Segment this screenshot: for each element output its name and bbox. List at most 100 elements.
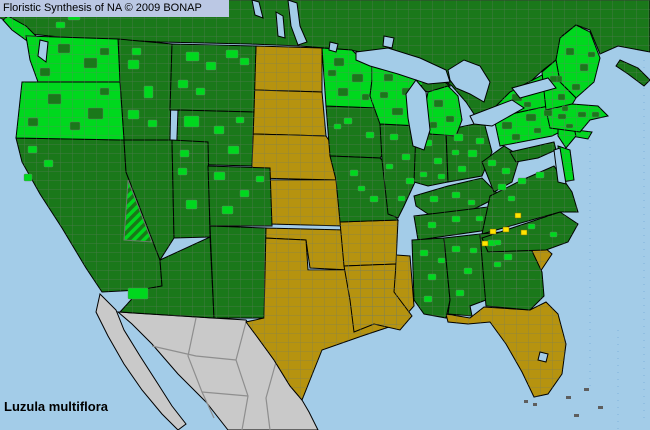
county-patch	[469, 247, 478, 254]
county-patch	[27, 145, 38, 154]
county-patch	[235, 116, 245, 124]
county-patch	[225, 49, 239, 59]
county-patch	[451, 191, 461, 199]
county-patch	[437, 257, 446, 264]
county-patch	[39, 67, 51, 77]
county-patch	[451, 245, 461, 253]
county-patch	[131, 47, 142, 56]
county-patch	[147, 119, 158, 128]
lake-of-the-woods	[328, 41, 339, 53]
county-patch	[429, 121, 438, 129]
county-patch	[349, 169, 359, 177]
county-patch	[365, 131, 375, 139]
county-patch	[445, 115, 455, 123]
offshore-islands	[524, 388, 603, 417]
county-patch	[397, 195, 406, 202]
county-patch	[255, 175, 265, 183]
county-patch	[221, 205, 234, 215]
county-patch	[497, 183, 507, 191]
county-patch	[327, 69, 337, 77]
county-patch	[213, 125, 225, 135]
county-patch	[451, 149, 460, 156]
county-patch	[433, 99, 444, 108]
county-patches	[23, 1, 600, 303]
county-patch	[99, 47, 110, 56]
county-patch	[385, 163, 394, 170]
rare-county-markers	[481, 212, 528, 247]
rare-county-marker	[489, 228, 497, 235]
county-patch	[127, 109, 140, 120]
county-patch	[571, 83, 581, 91]
county-patch	[227, 145, 240, 155]
county-patch	[557, 113, 567, 120]
county-patch	[527, 223, 536, 230]
county-patch	[549, 231, 558, 238]
county-patch	[27, 117, 39, 127]
mexico-state-borders	[151, 317, 277, 430]
hatched-county-nevada	[123, 179, 153, 243]
county-patch	[343, 117, 353, 125]
rare-county-marker	[481, 240, 489, 247]
county-patch	[337, 87, 349, 97]
county-patch	[99, 87, 110, 96]
county-patch	[143, 85, 154, 99]
county-patch	[391, 107, 404, 116]
county-patch	[451, 215, 461, 223]
county-patch	[43, 159, 54, 168]
baja-california	[95, 293, 187, 430]
county-patch	[455, 289, 465, 297]
lake-manitoba	[275, 11, 286, 39]
county-patch	[561, 105, 569, 112]
rare-county-marker	[514, 212, 522, 219]
county-patch	[183, 115, 200, 128]
county-patch	[457, 165, 467, 173]
rare-county-marker	[502, 226, 510, 233]
county-patch	[427, 273, 437, 281]
county-patch	[23, 173, 33, 182]
county-patch	[401, 153, 411, 161]
county-patch	[177, 79, 189, 89]
county-patch	[463, 267, 473, 275]
county-patch	[333, 57, 345, 67]
lake-michigan	[405, 79, 431, 151]
county-patch	[195, 87, 206, 96]
county-patch	[239, 57, 250, 66]
county-patch	[501, 167, 511, 175]
county-patch	[501, 121, 513, 130]
chesapeake-bay	[553, 147, 567, 185]
county-patch	[357, 185, 366, 192]
county-patch	[213, 171, 226, 181]
county-patch	[487, 159, 497, 167]
county-patch	[433, 157, 443, 165]
county-patch	[177, 167, 188, 176]
lake-erie	[469, 99, 525, 127]
map-title-bar: Floristic Synthesis of NA © 2009 BONAP	[0, 0, 229, 17]
county-patch	[419, 171, 428, 178]
county-patch	[47, 93, 62, 105]
county-patch	[535, 171, 545, 179]
county-patch	[83, 57, 98, 69]
county-patch	[87, 107, 104, 120]
lake-winnipeg	[287, 0, 308, 46]
county-patch	[351, 73, 364, 83]
lakes	[37, 0, 567, 363]
graticule-lines	[589, 60, 645, 430]
county-patch	[405, 177, 415, 185]
lake-okeechobee	[537, 351, 549, 363]
county-patch	[467, 199, 476, 206]
county-patch	[239, 189, 250, 198]
county-patch	[511, 133, 521, 141]
county-patch	[429, 195, 439, 203]
county-patch	[517, 177, 527, 185]
lake-superior	[355, 47, 451, 85]
county-patch	[565, 123, 574, 129]
county-patch	[475, 137, 485, 145]
county-patch	[127, 59, 140, 70]
county-patch	[361, 93, 370, 101]
county-patch	[543, 109, 553, 117]
county-patch	[475, 215, 484, 222]
canada-lake-small-1	[251, 0, 264, 19]
rare-county-marker	[520, 229, 528, 236]
county-patch	[587, 51, 596, 58]
county-patch	[205, 61, 217, 71]
